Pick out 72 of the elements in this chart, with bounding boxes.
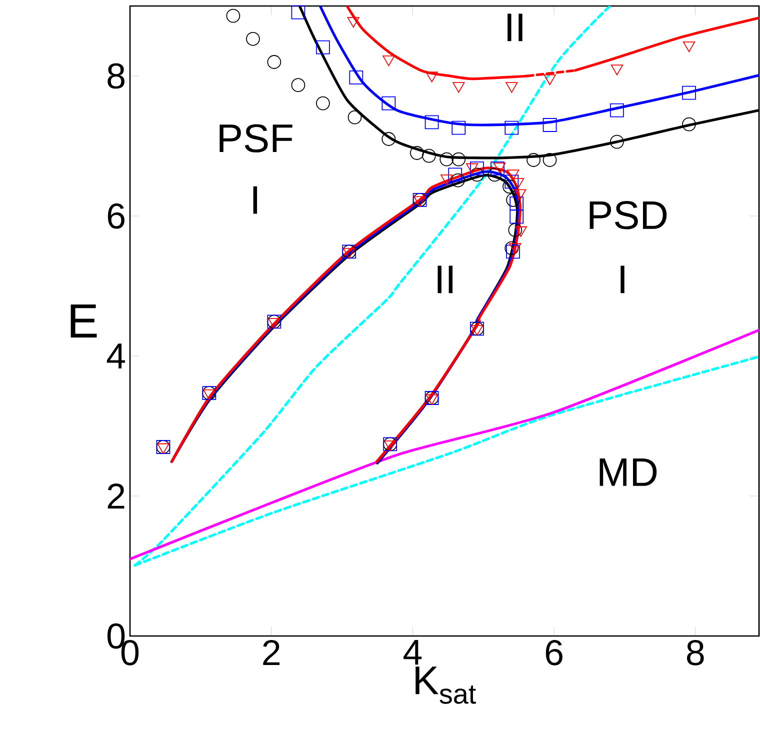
point	[450, 173, 465, 188]
point	[514, 226, 527, 237]
point	[226, 8, 240, 23]
point	[682, 117, 696, 132]
annotation: MD	[600, 458, 657, 486]
point	[348, 110, 362, 124]
point	[682, 86, 696, 100]
y-tick-label: 6	[108, 203, 124, 229]
point	[510, 210, 524, 224]
point	[470, 325, 484, 336]
point	[316, 40, 330, 54]
y-tick-label: 2	[108, 483, 124, 509]
point	[490, 161, 504, 176]
y-tick-label: 4	[106, 344, 125, 368]
point	[542, 118, 557, 132]
x-tick-label: 8	[686, 640, 704, 666]
x-tick-label: 4	[404, 640, 422, 665]
annotation: I	[253, 186, 258, 214]
point	[470, 168, 484, 182]
point	[526, 153, 540, 167]
point	[470, 161, 484, 176]
point	[502, 180, 516, 194]
y-axis-title: E	[70, 304, 97, 338]
point	[506, 244, 520, 259]
point	[504, 174, 519, 189]
point	[422, 148, 436, 163]
point	[268, 318, 280, 329]
point	[246, 32, 260, 46]
x-axis-title: K$_{sat}$	[416, 666, 476, 704]
point	[343, 248, 356, 259]
point	[382, 96, 396, 110]
point	[414, 196, 426, 207]
annotation: II	[508, 14, 522, 42]
y-tick-label: 8	[108, 63, 124, 89]
point	[291, 5, 306, 20]
point	[424, 115, 439, 130]
point	[440, 152, 454, 166]
point	[510, 196, 524, 210]
point	[506, 170, 520, 180]
annotation: PSD	[590, 201, 667, 230]
point	[504, 120, 519, 135]
point	[506, 192, 520, 207]
point	[509, 243, 522, 254]
point	[488, 168, 502, 182]
point	[504, 241, 519, 256]
point	[349, 70, 364, 84]
point	[610, 134, 624, 149]
point	[508, 223, 522, 237]
point	[512, 178, 524, 189]
point	[514, 189, 526, 200]
point	[452, 152, 466, 166]
x-tick-label: 6	[546, 640, 562, 666]
x-tick-label: 2	[263, 640, 280, 666]
annotation: PSF	[220, 124, 292, 152]
point	[157, 443, 170, 454]
point	[440, 174, 453, 186]
point	[426, 394, 438, 405]
point	[384, 440, 396, 452]
point	[267, 55, 282, 69]
point	[382, 132, 396, 146]
point	[494, 162, 506, 174]
point	[448, 168, 462, 182]
point	[203, 389, 216, 400]
point	[466, 163, 478, 174]
annotation: I	[620, 266, 624, 294]
point	[452, 120, 466, 135]
annotation: II	[438, 266, 453, 294]
point	[610, 103, 624, 118]
point	[542, 153, 557, 167]
point	[316, 96, 330, 110]
point	[291, 78, 306, 92]
point	[410, 146, 424, 160]
